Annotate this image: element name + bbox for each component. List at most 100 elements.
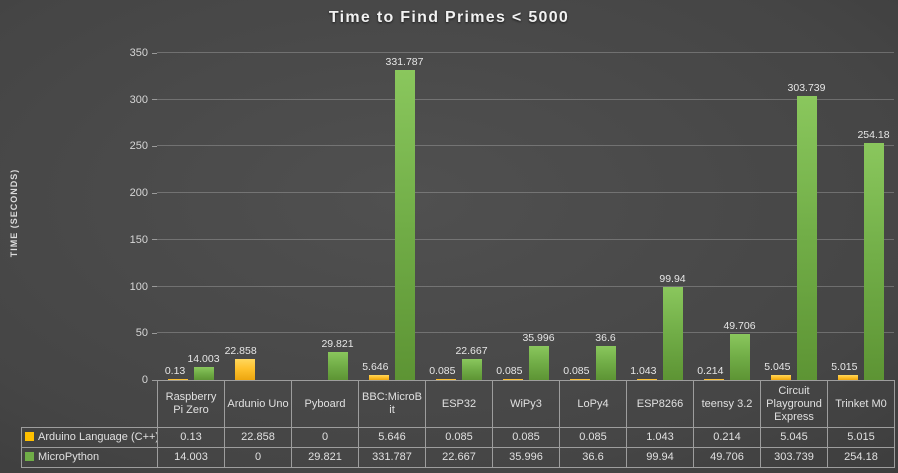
bar-value-label: 14.003: [187, 352, 220, 365]
bar-value-label: 0.085: [429, 364, 456, 377]
bar-value-label: 5.045: [764, 361, 791, 374]
value-cell: 22.858: [224, 427, 292, 448]
bar: 14.003: [187, 353, 220, 380]
bar: 29.821: [321, 338, 354, 380]
plot-area: 0 50 100 150 200 250 300 350 0.13 14.003 22.858 29…: [130, 47, 894, 386]
table-header-row: Raspberry Pi Zero Ardunio Uno Pyboard BBC:M…: [22, 380, 895, 428]
bar: 0.085: [429, 365, 456, 380]
bar-value-label: 22.858: [224, 344, 257, 357]
bar-value-label: 49.706: [723, 319, 756, 332]
bar: 22.667: [455, 345, 488, 380]
bar-group: 0.13 14.003: [157, 53, 224, 380]
value-cell: 0.085: [425, 427, 493, 448]
bar: 5.045: [764, 361, 791, 380]
y-axis-title: TIME (SECONDS): [9, 168, 19, 258]
gridline: [157, 98, 894, 100]
value-cell: 331.787: [358, 447, 426, 468]
bar-value-label: 22.667: [455, 344, 488, 357]
bar: 254.18: [857, 129, 890, 380]
bar-value-label: 254.18: [857, 128, 890, 141]
value-cell: 5.045: [760, 427, 828, 448]
y-axis-tick-mark: [152, 239, 157, 241]
bar-value-label: 0.085: [563, 364, 590, 377]
data-table: Raspberry Pi Zero Ardunio Uno Pyboard BBC:M…: [21, 380, 895, 468]
bar-value-label: 331.787: [385, 56, 424, 69]
table-series-row: Arduino Language (C++) 0.13 22.858 0 5.646 0.…: [21, 427, 895, 448]
table-series-row: MicroPython 14.003 0 29.821 331.787 22.667 35.…: [21, 447, 895, 468]
gridline: [157, 332, 894, 334]
table-corner-blank: [22, 381, 158, 428]
bar: 1.043: [630, 365, 657, 380]
bar: 0.085: [496, 365, 523, 380]
bar: 5.015: [831, 361, 858, 380]
category-header-cell: Circuit Playground Express: [760, 380, 828, 428]
bar-value-label: 99.94: [659, 272, 686, 285]
bar: 22.858: [225, 345, 257, 380]
series-name-cell: MicroPython: [21, 447, 158, 468]
bar-group: 1.043 99.94: [626, 53, 693, 380]
bar-value-label: 0.085: [496, 364, 523, 377]
chart-title: Time to Find Primes < 5000: [328, 9, 570, 26]
gridline: [157, 285, 894, 287]
value-cell: 0: [224, 447, 292, 468]
value-cell: 5.015: [827, 427, 895, 448]
value-cell: 29.821: [291, 447, 359, 468]
y-axis-tick-mark: [152, 145, 157, 147]
bar-group: 22.858: [224, 53, 291, 380]
bar: 5.646: [362, 361, 389, 380]
bar-value-label: 0.13: [164, 364, 186, 377]
category-header-cell: Ardunio Uno: [224, 380, 292, 428]
y-axis-tick-label: 350: [129, 47, 148, 59]
gridline: [157, 192, 894, 194]
value-cell: 0.214: [693, 427, 761, 448]
value-cell: 0.085: [492, 427, 560, 448]
category-header-cell: LoPy4: [559, 380, 627, 428]
bar: 35.996: [522, 332, 555, 380]
bar-group: 0.085 36.6: [559, 53, 626, 380]
bar-group: 5.015 254.18: [827, 53, 894, 380]
category-header-cell: WiPy3: [492, 380, 560, 428]
category-header-cell: teensy 3.2: [693, 380, 761, 428]
category-header-cell: Raspberry Pi Zero: [157, 380, 225, 428]
value-cell: 5.646: [358, 427, 426, 448]
y-axis-tick-mark: [152, 379, 157, 381]
value-cell: 0: [291, 427, 359, 448]
bar-groups-container: 0.13 14.003 22.858 29.821 5.646 331.787 0.085 2…: [157, 53, 894, 380]
bar-value-label: 1.043: [630, 364, 657, 377]
bar: 331.787: [386, 56, 423, 380]
category-header-cell: ESP8266: [626, 380, 694, 428]
category-header-cell: ESP32: [425, 380, 493, 428]
bar-group: 5.045 303.739: [760, 53, 827, 380]
bar-value-label: 303.739: [787, 82, 826, 95]
value-cell: 99.94: [626, 447, 694, 468]
gridline: [157, 52, 894, 53]
y-axis-tick-label: 300: [129, 93, 148, 106]
y-axis-tick-label: 0: [141, 374, 148, 386]
bar-value-label: 29.821: [321, 338, 354, 351]
value-cell: 49.706: [693, 447, 761, 468]
bar-group: 0.085 22.667: [425, 53, 492, 380]
bar-value-label: 35.996: [522, 332, 555, 345]
bar-value-label: 5.646: [362, 360, 389, 373]
bar: 303.739: [788, 82, 825, 380]
value-cell: 35.996: [492, 447, 560, 468]
value-cell: 1.043: [626, 427, 694, 448]
bar-group: 29.821: [291, 53, 358, 380]
bar-group: 5.646 331.787: [358, 53, 425, 380]
value-cell: 22.667: [425, 447, 493, 468]
y-axis-tick-label: 150: [129, 233, 148, 246]
category-header-cell: Trinket M0: [827, 380, 895, 428]
category-header-cell: BBC:MicroBit: [358, 380, 426, 428]
y-axis-tick-mark: [152, 332, 157, 334]
bar-value-label: 36.6: [595, 331, 616, 344]
gridline: [157, 145, 894, 147]
bar: 0.13: [165, 365, 188, 380]
bar: 49.706: [723, 320, 756, 380]
bar: 0.085: [563, 365, 590, 380]
y-axis-tick-mark: [152, 52, 157, 54]
bar-value-label: 5.015: [831, 361, 858, 374]
legend-key-swatch: [25, 432, 34, 441]
bar: 36.6: [595, 332, 616, 380]
y-axis-tick-label: 100: [129, 280, 148, 293]
